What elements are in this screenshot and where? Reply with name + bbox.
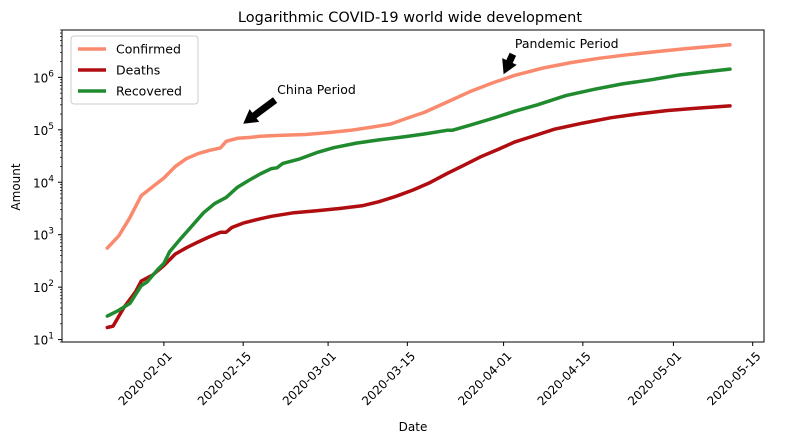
legend-label-recovered: Recovered bbox=[116, 84, 182, 99]
series-line-deaths bbox=[105, 104, 732, 330]
x-tick-label: 2020-05-01 bbox=[625, 349, 684, 408]
x-axis: 2020-02-01 2020-02-15 2020-03-01 2020-03-15… bbox=[116, 342, 764, 408]
annotation-pandemic-period-arrow bbox=[502, 52, 517, 75]
legend: Confirmed Deaths Recovered bbox=[70, 35, 199, 105]
y-tick-exponent: 1 bbox=[48, 332, 54, 342]
x-tick-label: 2020-04-15 bbox=[535, 349, 594, 408]
y-tick-base: 10 bbox=[33, 229, 48, 243]
x-tick-label: 2020-03-01 bbox=[280, 349, 339, 408]
y-tick-label: 104 bbox=[33, 174, 54, 190]
y-tick-label: 105 bbox=[33, 122, 54, 138]
legend-box bbox=[70, 35, 199, 105]
legend-label-confirmed: Confirmed bbox=[116, 42, 181, 57]
y-tick-label: 106 bbox=[33, 69, 54, 85]
series-line-confirmed bbox=[105, 43, 732, 250]
legend-label-deaths: Deaths bbox=[116, 63, 160, 78]
y-tick-exponent: 3 bbox=[48, 227, 54, 237]
y-tick-label: 103 bbox=[33, 227, 54, 243]
x-tick-label: 2020-02-15 bbox=[195, 349, 254, 408]
annotation-pandemic-period-label: Pandemic Period bbox=[515, 36, 619, 51]
x-tick-label: 2020-03-15 bbox=[359, 349, 418, 408]
y-tick-exponent: 2 bbox=[48, 279, 54, 289]
y-tick-label: 101 bbox=[33, 332, 54, 348]
y-tick-exponent: 5 bbox=[48, 122, 54, 132]
annotations-layer: China Period Pandemic Period bbox=[243, 36, 619, 124]
x-tick-label: 2020-04-01 bbox=[455, 349, 514, 408]
chart-title: Logarithmic COVID-19 world wide developm… bbox=[238, 10, 582, 26]
annotation-china-period-arrow bbox=[243, 97, 278, 124]
x-axis-label: Date bbox=[399, 420, 428, 434]
series-line-recovered bbox=[105, 67, 732, 318]
x-tick-label: 2020-02-01 bbox=[116, 349, 175, 408]
y-tick-label: 102 bbox=[33, 279, 54, 295]
y-tick-base: 10 bbox=[33, 281, 48, 295]
y-axis-label: Amount bbox=[9, 163, 23, 210]
plot-lines bbox=[105, 43, 732, 330]
y-tick-base: 10 bbox=[33, 334, 48, 348]
plot-frame bbox=[61, 29, 765, 343]
y-tick-base: 10 bbox=[33, 124, 48, 138]
annotation-china-period-label: China Period bbox=[277, 82, 356, 97]
y-tick-base: 10 bbox=[33, 71, 48, 85]
y-tick-exponent: 6 bbox=[48, 69, 54, 79]
x-tick-label: 2020-05-15 bbox=[704, 349, 763, 408]
y-tick-exponent: 4 bbox=[48, 174, 54, 184]
y-tick-base: 10 bbox=[33, 176, 48, 190]
